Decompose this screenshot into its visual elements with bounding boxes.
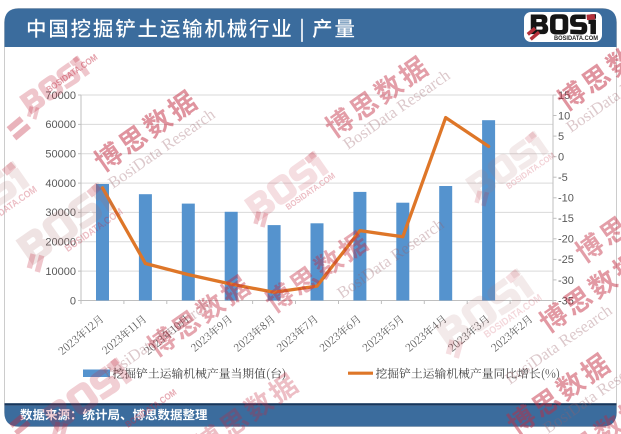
svg-text:-25: -25 — [558, 254, 574, 266]
svg-text:50000: 50000 — [45, 149, 76, 161]
svg-text:5: 5 — [558, 131, 564, 143]
svg-text:10000: 10000 — [45, 266, 76, 278]
svg-text:10: 10 — [558, 110, 570, 122]
svg-text:-10: -10 — [558, 193, 574, 205]
svg-text:60000: 60000 — [45, 119, 76, 131]
svg-text:BOSIDATA.COM: BOSIDATA.COM — [554, 35, 598, 42]
svg-text:-20: -20 — [558, 234, 574, 246]
svg-text:-15: -15 — [558, 213, 574, 225]
svg-text:0: 0 — [70, 295, 76, 307]
svg-text:30000: 30000 — [45, 207, 76, 219]
svg-text:20000: 20000 — [45, 237, 76, 249]
svg-text:0: 0 — [558, 152, 564, 164]
svg-text:40000: 40000 — [45, 178, 76, 190]
svg-text:-5: -5 — [558, 172, 568, 184]
svg-text:-30: -30 — [558, 275, 574, 287]
svg-text:70000: 70000 — [45, 90, 76, 102]
svg-text:-35: -35 — [558, 295, 574, 307]
